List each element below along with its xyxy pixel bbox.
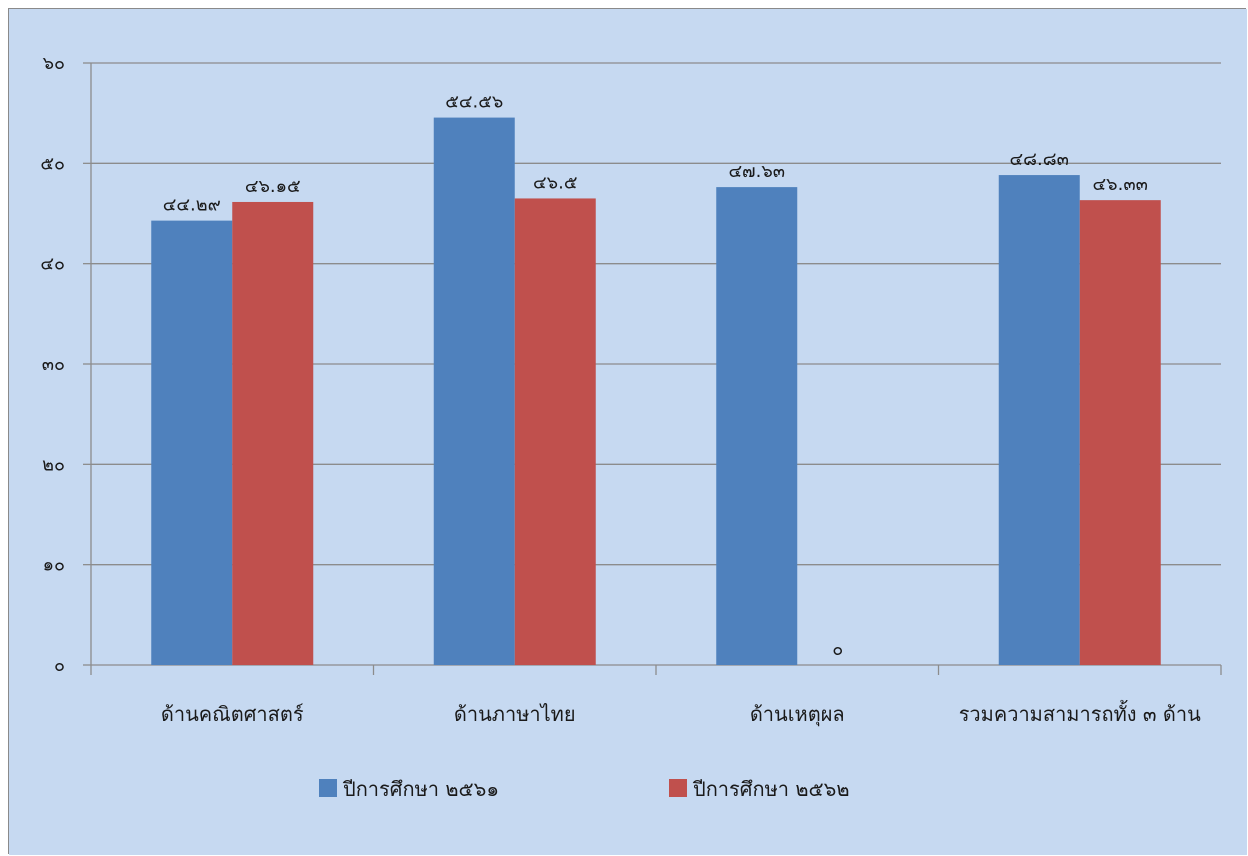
- y-tick-label: ๒๐: [42, 454, 65, 475]
- data-label: ๔๘.๘๓: [1010, 149, 1069, 170]
- legend-label: ปีการศึกษา ๒๕๖๑: [343, 777, 499, 801]
- data-label: ๔๖.๕: [533, 172, 577, 193]
- bar-chart: ๐ ๑๐ ๒๐ ๓๐ ๔๐ ๕๐ ๖๐ด้านคณิตศาสตร์ ด้านภาษาไทย ด้…: [9, 9, 1247, 855]
- bar-series-1: [716, 187, 798, 665]
- x-category-label: ด้านภาษาไทย: [454, 702, 576, 726]
- x-category-label: ด้านคณิตศาสตร์: [161, 702, 304, 726]
- data-label: ๐: [832, 639, 843, 660]
- bar-series-1: [151, 220, 233, 666]
- axes: ๐ ๑๐ ๒๐ ๓๐ ๔๐ ๕๐ ๖๐ด้านคณิตศาสตร์ ด้านภาษาไทย ด้…: [40, 53, 1222, 727]
- bar-series-2: [514, 198, 596, 665]
- chart-frame: ๐ ๑๐ ๒๐ ๓๐ ๔๐ ๕๐ ๖๐ด้านคณิตศาสตร์ ด้านภาษาไทย ด้…: [8, 8, 1247, 855]
- y-tick-label: ๕๐: [40, 153, 65, 174]
- bar-series-1: [998, 175, 1080, 665]
- bar-series-2: [232, 201, 314, 665]
- x-category-label: รวมความสามารถทั้ง ๓ ด้าน: [959, 700, 1201, 726]
- y-tick-label: ๑๐: [43, 555, 65, 576]
- y-tick-label: ๓๐: [42, 354, 65, 375]
- data-label: ๕๔.๕๖: [445, 92, 503, 113]
- legend: ปีการศึกษา ๒๕๖๑ ปีการศึกษา ๒๕๖๒: [319, 777, 850, 801]
- data-label: ๔๗.๖๓: [728, 161, 785, 182]
- y-tick-label: ๐: [54, 655, 65, 676]
- y-tick-label: ๔๐: [40, 254, 65, 275]
- x-category-label: ด้านเหตุผล: [750, 702, 845, 727]
- data-label: ๔๖.๑๕: [245, 176, 301, 197]
- legend-swatch: [319, 779, 337, 797]
- data-label: ๔๔.๒๙: [163, 195, 221, 216]
- bar-series-1: [433, 117, 515, 665]
- bar-series-2: [1079, 200, 1161, 665]
- legend-label: ปีการศึกษา ๒๕๖๒: [693, 777, 850, 801]
- y-tick-label: ๖๐: [43, 53, 65, 74]
- bars: [151, 117, 1161, 666]
- legend-swatch: [669, 779, 687, 797]
- data-label: ๔๖.๓๓: [1093, 174, 1148, 195]
